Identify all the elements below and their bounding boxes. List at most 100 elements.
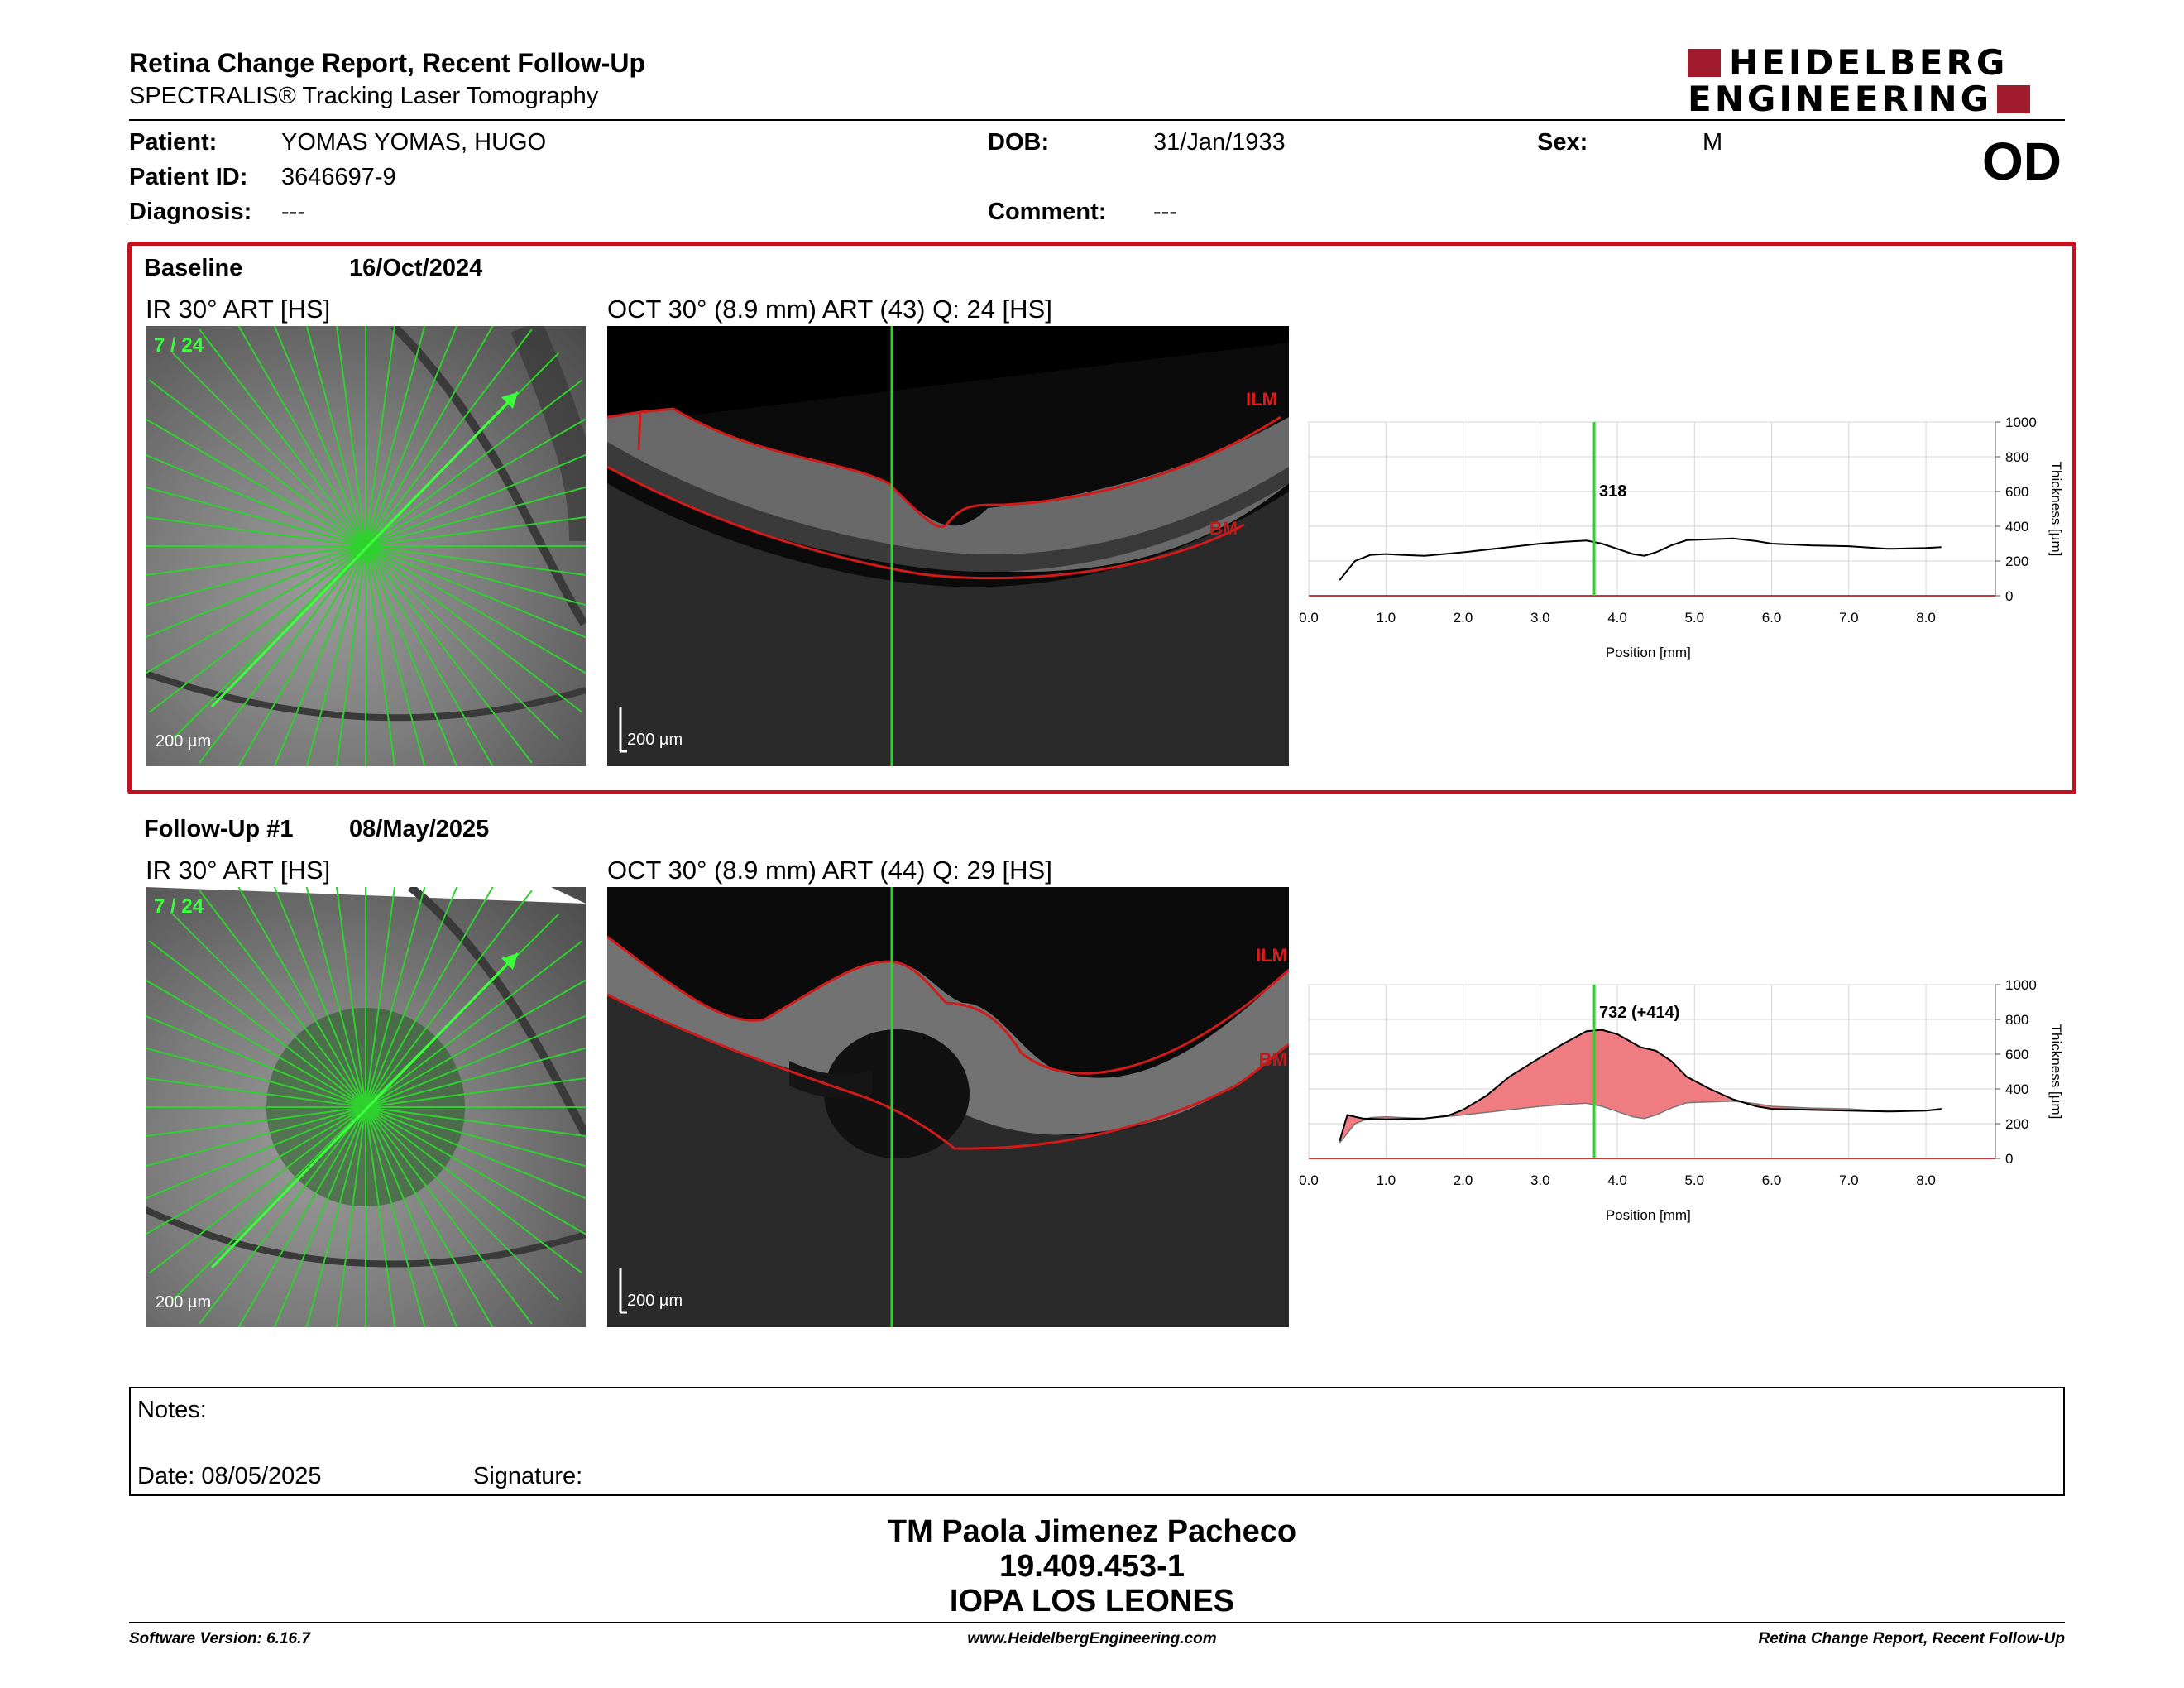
- footer-divider: [129, 1622, 2065, 1623]
- chart-x-tick: 3.0: [1530, 1172, 1550, 1188]
- choroid: [607, 483, 1289, 766]
- vessel: [407, 887, 586, 1138]
- chart-y-tick: 0: [2005, 588, 2013, 604]
- baseline-bm-label: BM: [1209, 518, 1238, 539]
- baseline-scan-index: 7 / 24: [154, 334, 204, 357]
- followup-oct-scale: 200 µm: [627, 1292, 683, 1310]
- heidelberg-logo: HEIDELBERG: [1688, 42, 2009, 83]
- ped-cavity: [824, 1029, 970, 1158]
- chart-x-tick: 4.0: [1607, 1172, 1627, 1188]
- footer-website: www.HeidelbergEngineering.com: [967, 1630, 1217, 1647]
- current-scan-line: [210, 952, 520, 1269]
- report-title: Retina Change Report, Recent Follow-Up: [129, 48, 646, 78]
- ilm-boundary: [607, 407, 1281, 528]
- diagnosis-label: Diagnosis:: [129, 199, 252, 225]
- choroid: [607, 995, 1289, 1327]
- report-subtitle: SPECTRALIS® Tracking Laser Tomography: [129, 83, 599, 109]
- followup-date: 08/May/2025: [349, 816, 490, 842]
- chart-x-tick: 3.0: [1530, 610, 1550, 626]
- chart-x-tick: 2.0: [1454, 610, 1473, 626]
- notes-label: Notes:: [137, 1397, 207, 1423]
- baseline-oct-bscan-image: ILM BM 200 µm: [607, 326, 1289, 766]
- chart-x-label: Position [mm]: [1606, 645, 1691, 660]
- followup-oct-bscan-image: ILM BM 200 µm: [607, 887, 1289, 1327]
- chart-y-tick: 400: [2005, 519, 2028, 535]
- signer-clinic: IOPA LOS LEONES: [949, 1584, 1235, 1618]
- patient-id-label: Patient ID:: [129, 164, 248, 190]
- oct-top-mask: [607, 326, 1289, 425]
- thickness-change-area: [1339, 1029, 1942, 1144]
- scan-direction-arrow-icon: [501, 953, 518, 970]
- sex-label: Sex:: [1537, 129, 1588, 156]
- scan-lines: [146, 326, 586, 766]
- notes-box: Notes: Date: 08/05/2025 Signature:: [129, 1387, 2065, 1496]
- footer-report-name: Retina Change Report, Recent Follow-Up: [1758, 1630, 2065, 1647]
- signature-label: Signature:: [473, 1463, 583, 1489]
- chart-x-tick: 8.0: [1916, 610, 1936, 626]
- chart-y-tick: 800: [2005, 1012, 2028, 1028]
- vessel: [146, 670, 586, 722]
- patient-name: YOMAS YOMAS, HUGO: [281, 129, 547, 156]
- followup-ir-fundus-image: 7 / 24 200 µm: [146, 887, 586, 1327]
- comment-value: ---: [1153, 199, 1177, 225]
- chart-y-tick: 200: [2005, 554, 2028, 569]
- patient-label: Patient:: [129, 129, 218, 156]
- chart-y-tick: 1000: [2005, 415, 2037, 430]
- optic-disc-edge: [510, 326, 586, 542]
- scan-direction-arrow-icon: [501, 392, 518, 409]
- logo-line-2: ENGINEERING: [1688, 79, 1993, 119]
- vessel: [390, 326, 586, 626]
- chart-x-label: Position [mm]: [1606, 1207, 1691, 1223]
- subretinal-fluid: [789, 1061, 872, 1099]
- signer-id: 19.409.453-1: [999, 1549, 1185, 1584]
- baseline-thickness-line: [1339, 1100, 1942, 1144]
- signer-name: TM Paola Jimenez Pacheco: [887, 1514, 1297, 1549]
- followup-oct-title: OCT 30° (8.9 mm) ART (44) Q: 29 [HS]: [607, 856, 1052, 885]
- baseline-thickness-chart: 0.0 1.0 2.0 3.0 4.0 5.0 6.0 7.0 8.0 0 200 400 600 800…: [1299, 415, 2064, 660]
- scan-lines: [146, 887, 586, 1327]
- baseline-ir-scale: 200 µm: [156, 732, 212, 750]
- baseline-date: 16/Oct/2024: [349, 255, 483, 281]
- chart-y-tick: 400: [2005, 1081, 2028, 1097]
- chart-marker-value: 732 (+414): [1599, 1004, 1679, 1022]
- thickness-line: [1339, 537, 1942, 581]
- baseline-oct-scale: 200 µm: [627, 731, 683, 749]
- chart-x-tick: 6.0: [1762, 610, 1782, 626]
- chart-y-tick: 1000: [2005, 977, 2037, 993]
- chart-x-tick: 0.0: [1299, 1172, 1319, 1188]
- dob-value: 31/Jan/1933: [1153, 129, 1286, 156]
- retina-band: [607, 937, 1289, 1135]
- chart-y-label: Thickness [µm]: [2048, 1024, 2064, 1120]
- chart-plot-area: [1308, 421, 1996, 597]
- footer-software-version: Software Version: 6.16.7: [129, 1630, 310, 1647]
- chart-x-tick: 2.0: [1454, 1172, 1473, 1188]
- heidelberg-logo-line-2-row: ENGINEERING: [1688, 79, 2031, 119]
- radial-scan-line: [146, 1077, 586, 1138]
- followup-thickness-chart: 0.0 1.0 2.0 3.0 4.0 5.0 6.0 7.0 8.0 0 200 400 600 800…: [1299, 977, 2064, 1223]
- logo-line-1: HEIDELBERG: [1729, 42, 2009, 83]
- bm-boundary: [607, 465, 1245, 580]
- chart-y-label: Thickness [µm]: [2048, 462, 2064, 557]
- chart-y-tick: 0: [2005, 1151, 2013, 1167]
- followup-thickness-line: [1339, 1029, 1942, 1142]
- chart-y-tick: 200: [2005, 1116, 2028, 1132]
- baseline-ir-title: IR 30° ART [HS]: [146, 295, 331, 324]
- dob-label: DOB:: [988, 129, 1050, 156]
- retina-dark-layer: [607, 442, 1289, 572]
- followup-ir-scale: 200 µm: [156, 1293, 212, 1312]
- ilm-boundary: [607, 935, 1289, 1075]
- chart-y-tick: 600: [2005, 1047, 2028, 1062]
- chart-x-tick: 5.0: [1684, 610, 1704, 626]
- chart-marker-value: 318: [1599, 482, 1626, 501]
- chart-x-tick: 7.0: [1839, 610, 1859, 626]
- followup-label: Follow-Up #1: [144, 816, 294, 842]
- baseline-section: [127, 242, 2076, 794]
- eye-indicator: OD: [1982, 132, 2062, 191]
- logo-square-icon: [1997, 85, 2031, 113]
- chart-x-tick: 8.0: [1916, 1172, 1936, 1188]
- header-divider: [129, 119, 2065, 121]
- notes-date: Date: 08/05/2025: [137, 1463, 322, 1489]
- followup-radial-scan-pattern: [146, 887, 586, 1327]
- baseline-radial-scan-pattern: [146, 326, 586, 766]
- chart-x-tick: 4.0: [1607, 610, 1627, 626]
